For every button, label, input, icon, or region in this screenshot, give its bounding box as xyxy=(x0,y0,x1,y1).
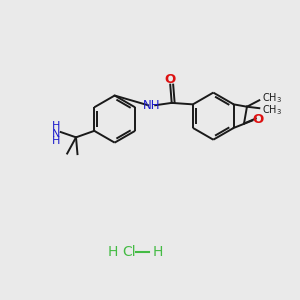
Text: H: H xyxy=(152,244,163,259)
Text: CH$_3$: CH$_3$ xyxy=(262,91,282,105)
Text: H: H xyxy=(108,244,119,259)
Text: O: O xyxy=(165,73,176,86)
Text: CH$_3$: CH$_3$ xyxy=(262,103,282,117)
Text: H: H xyxy=(52,121,61,130)
Text: H: H xyxy=(52,136,61,146)
Text: Cl: Cl xyxy=(123,244,136,259)
Text: O: O xyxy=(253,112,264,126)
Text: NH: NH xyxy=(143,99,160,112)
Text: N: N xyxy=(52,128,61,139)
